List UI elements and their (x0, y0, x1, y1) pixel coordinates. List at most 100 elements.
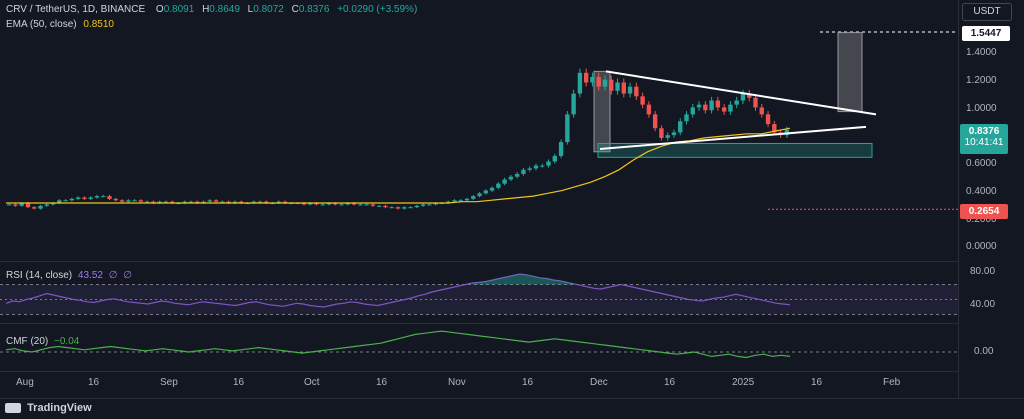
candle-body (320, 204, 325, 206)
candle-body (370, 204, 376, 206)
candle-body (552, 155, 557, 162)
candle-body (157, 201, 162, 204)
candle-body (634, 86, 639, 97)
candle-body (609, 79, 614, 91)
close-value: 0.8376 (298, 4, 330, 15)
candle-body (433, 203, 438, 205)
candle-body (257, 201, 263, 203)
open-label: O (155, 4, 164, 15)
candle-body (747, 93, 752, 98)
candle-body (765, 114, 771, 125)
candle-body (132, 200, 137, 202)
candle-body (759, 107, 764, 115)
candle-body (239, 201, 244, 204)
candle-body (684, 114, 689, 122)
candle-body (514, 173, 520, 177)
candle-body (621, 82, 626, 94)
candle-body (652, 114, 658, 129)
price-axis[interactable] (958, 0, 1024, 398)
candle-body (583, 72, 589, 83)
open-value: 0.8091 (163, 4, 195, 15)
candle-body (351, 203, 357, 205)
currency-selector[interactable]: USDT (962, 3, 1012, 21)
candle-body (627, 86, 633, 94)
price-tick: 0.2000 (966, 214, 997, 225)
candle-body (772, 124, 777, 133)
candle-body (138, 200, 144, 202)
time-tick: Nov (448, 377, 466, 388)
candle-body (63, 200, 68, 202)
candle-body (395, 207, 401, 209)
candle-body (665, 135, 670, 138)
symbol-title[interactable]: CRV / TetherUS, 1D, BINANCE (6, 4, 146, 15)
low-value: 0.8072 (253, 4, 284, 15)
tradingview-logo[interactable]: TradingView (5, 402, 92, 414)
candle-body (458, 200, 463, 202)
candle-body (540, 165, 545, 167)
candle-body (113, 198, 118, 201)
candle-body (402, 207, 407, 209)
current-price-value: 0.8376 (968, 126, 1000, 137)
candle-body (596, 76, 601, 87)
price-tick: 0.6000 (966, 158, 997, 169)
measure-box-right (837, 32, 863, 113)
candle-body (339, 204, 344, 206)
candle-body (659, 128, 664, 138)
time-tick: 16 (233, 377, 245, 388)
candle-body (577, 72, 583, 94)
candle-body (94, 196, 100, 198)
candle-body (182, 201, 187, 204)
price-chart[interactable] (0, 0, 958, 398)
candle-body (75, 197, 81, 199)
cmf-legend[interactable]: CMF (20) −0.04 (6, 336, 79, 347)
rsi-tick: 40.00 (970, 299, 996, 310)
candle-body (615, 82, 620, 91)
candle-body (32, 207, 37, 209)
close-label: C (291, 4, 299, 15)
candle-body (25, 203, 31, 208)
time-tick: Feb (883, 377, 901, 388)
candle-body (232, 201, 238, 204)
rsi-label: RSI (14, close) (6, 270, 73, 281)
price-tick: 0.4000 (966, 186, 997, 197)
candle-body (508, 176, 514, 180)
ema-legend[interactable]: EMA (50, close) 0.8510 (6, 19, 114, 30)
candle-body (13, 204, 18, 206)
rsi-legend[interactable]: RSI (14, close) 43.52 ∅ ∅ (6, 270, 132, 281)
candle-body (301, 203, 307, 205)
candle-body (565, 114, 570, 143)
low-price-tag: 0.2654 (960, 204, 1008, 219)
candle-body (753, 97, 758, 108)
candle-body (408, 207, 413, 209)
candle-body (502, 179, 507, 184)
candle-body (471, 196, 476, 199)
candle-body (50, 203, 56, 205)
candle-body (107, 196, 112, 199)
candle-body (571, 93, 576, 115)
candle-body (483, 190, 489, 194)
candle-body (151, 201, 156, 204)
measure-box-left (593, 70, 611, 153)
candle-body (170, 201, 175, 204)
rsi-line (5, 273, 791, 308)
pane-divider[interactable] (0, 323, 958, 324)
candle-body (671, 132, 677, 136)
candle-body (696, 104, 702, 108)
rsi-tick: 80.00 (970, 266, 996, 277)
candle-body (709, 100, 714, 111)
candle-body (590, 76, 595, 83)
footer: TradingView (0, 398, 1024, 419)
change-value: +0.0290 (+3.59%) (337, 4, 418, 15)
candle-body (57, 200, 62, 204)
candle-body (389, 207, 394, 209)
candle-body (734, 100, 739, 105)
pane-divider[interactable] (0, 261, 958, 262)
candle-body (126, 200, 131, 202)
high-value: 0.8649 (209, 4, 240, 15)
time-tick: Aug (16, 377, 34, 388)
candle-body (464, 198, 470, 201)
ema-label: EMA (50, close) (6, 19, 77, 30)
pane-divider (0, 371, 958, 372)
candle-body (527, 168, 532, 170)
rsi-extra2: ∅ (123, 270, 132, 281)
